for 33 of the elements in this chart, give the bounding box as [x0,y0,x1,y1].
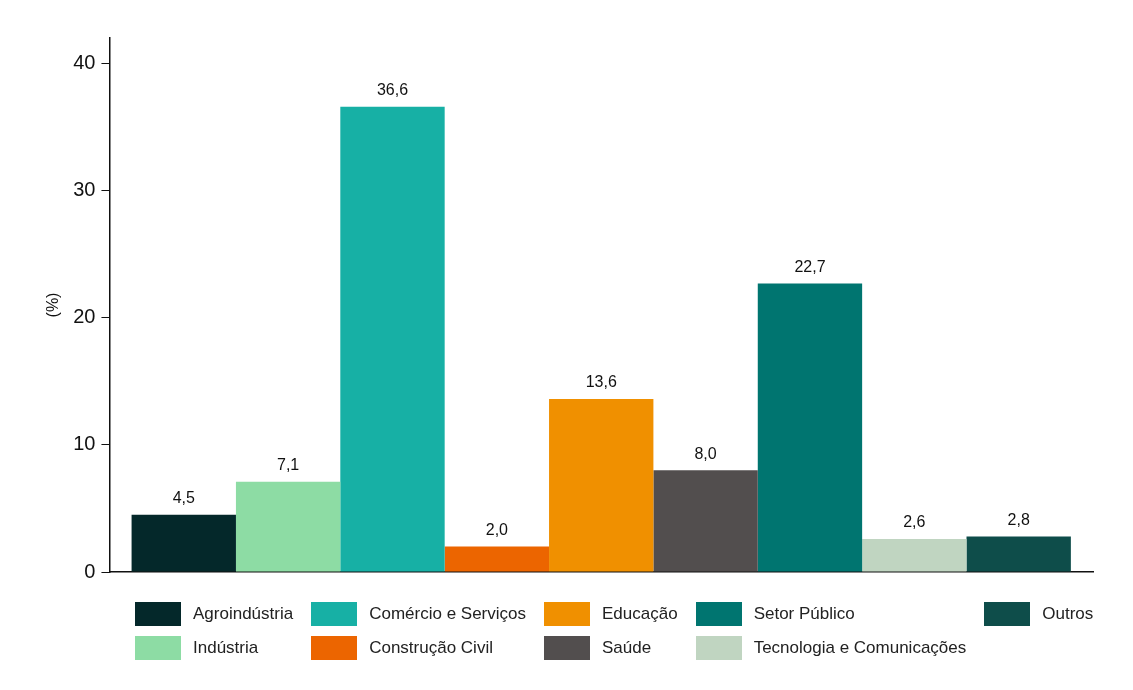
bar [131,514,236,572]
legend-label: Educação [602,604,678,624]
data-label: 13,6 [585,373,617,391]
bar [444,546,550,572]
data-label: 8,0 [694,444,717,462]
legend-label: Setor Público [753,604,855,624]
data-label: 7,1 [277,456,300,474]
legend-label: Tecnologia e Comunicações [753,638,967,658]
legend-label: Comércio e Serviços [369,604,526,624]
bar [757,283,863,572]
data-label: 22,7 [794,257,826,275]
data-label: 2,6 [903,513,926,531]
data-label: 4,5 [172,489,195,507]
data-label: 36,6 [376,81,409,99]
bar [340,106,445,572]
y-tick-label: 20 [73,305,96,328]
y-tick-label: 10 [73,432,96,455]
y-axis-title: (%) [44,292,62,318]
bar [235,481,341,572]
y-tick-label: 40 [73,50,96,73]
legend-label: Agroindústria [193,604,294,624]
legend-label: Saúde [602,638,652,658]
y-tick-label: 30 [73,178,96,201]
bar [549,399,654,572]
bar [653,470,758,572]
legend-label: Indústria [193,638,259,658]
legend-label: Outros [1042,604,1094,624]
data-label: 2,8 [1007,510,1030,528]
y-tick-label: 0 [84,559,96,582]
bar [966,536,1071,572]
legend-label: Construção Civil [369,638,493,658]
bar [862,538,967,572]
data-label: 2,0 [485,520,509,538]
